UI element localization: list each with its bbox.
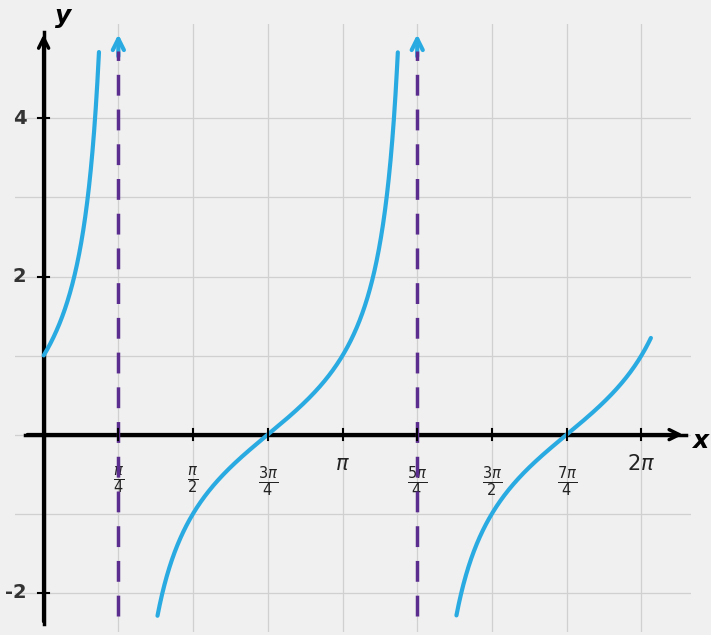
Text: -2: -2 xyxy=(5,583,26,602)
Text: $\pi$: $\pi$ xyxy=(335,455,350,474)
Text: 2: 2 xyxy=(13,267,26,286)
Text: $\frac{5\pi}{4}$: $\frac{5\pi}{4}$ xyxy=(407,465,427,499)
Text: $\frac{3\pi}{2}$: $\frac{3\pi}{2}$ xyxy=(482,465,502,499)
Text: y: y xyxy=(55,4,71,27)
Text: $\frac{\pi}{4}$: $\frac{\pi}{4}$ xyxy=(113,465,124,496)
Text: $2\pi$: $2\pi$ xyxy=(627,455,656,474)
Text: 4: 4 xyxy=(13,109,26,128)
Text: $\frac{3\pi}{4}$: $\frac{3\pi}{4}$ xyxy=(257,465,278,499)
Text: $\frac{\pi}{2}$: $\frac{\pi}{2}$ xyxy=(188,465,198,496)
Text: x: x xyxy=(693,429,709,453)
Text: $\frac{7\pi}{4}$: $\frac{7\pi}{4}$ xyxy=(557,465,577,499)
